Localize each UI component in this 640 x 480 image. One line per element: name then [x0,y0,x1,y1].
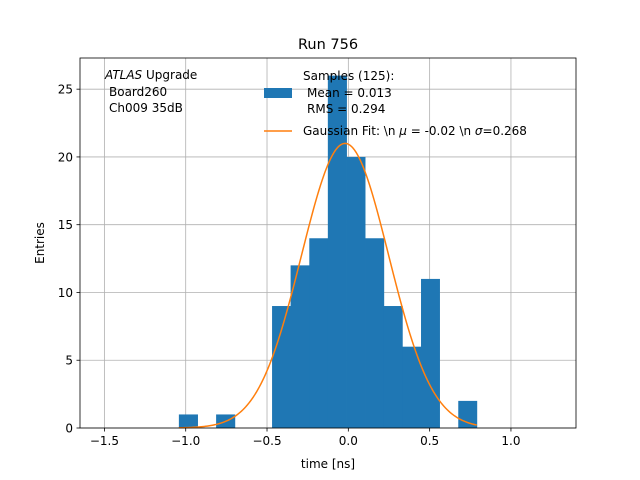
histogram-bar [309,238,329,428]
histogram-bar [365,238,385,428]
plot-frame [79,57,577,429]
y-tick-label: 20 [58,150,73,164]
legend-histogram-swatch [264,88,292,98]
histogram-bar [421,278,440,428]
legend-samples-line-2: Mean = 0.013 [307,86,392,100]
legend-fit-mu-symbol: μ [398,124,407,138]
y-axis-ticks: 0 5 10 15 20 25 [58,83,80,436]
legend-samples-line-3: RMS = 0.294 [307,102,385,116]
y-axis-label: Entries [33,222,47,264]
gaussian-fit-curve [178,142,477,429]
annotation-atlas: ATLAS [104,68,143,82]
x-axis-ticks: −1.5 −1.0 −0.5 0.0 0.5 1.0 [90,428,520,448]
legend-fit-mu-value: = -0.02 \n [407,124,475,138]
annotation-line-2: Board260 [109,85,167,99]
histogram-bar [290,265,310,428]
annotation-line-3: Ch009 35dB [109,101,183,115]
y-tick-label: 5 [65,354,73,368]
x-tick-label: −1.5 [90,434,119,448]
x-tick-label: 0.0 [339,434,358,448]
annotation-line-1: ATLAS Upgrade [104,68,197,82]
histogram-bar [402,346,422,428]
histogram-bar [346,156,366,428]
histogram-bars [178,75,478,428]
histogram-bar [178,414,198,428]
y-tick-label: 0 [65,422,73,436]
legend: Samples (125): Mean = 0.013 RMS = 0.294 … [264,69,527,138]
histogram-bar [383,306,403,428]
x-axis-label: time [ns] [301,457,355,471]
y-tick-label: 10 [58,286,73,300]
x-tick-label: −1.0 [171,434,200,448]
legend-fit-prefix: Gaussian Fit: \n [303,124,399,138]
legend-fit-label: Gaussian Fit: \n μ = -0.02 \n σ=0.268 [303,124,527,138]
y-tick-label: 15 [58,218,73,232]
y-tick-label: 25 [58,83,73,97]
legend-fit-sigma-symbol: σ [475,124,483,138]
chart-title: Run 756 [298,37,358,53]
annotation-upgrade: Upgrade [142,68,197,82]
x-tick-label: −0.5 [252,434,281,448]
legend-samples-line-1: Samples (125): [303,69,394,83]
legend-fit-sigma-value: =0.268 [483,124,527,138]
atlas-annotation: ATLAS Upgrade Board260 Ch009 35dB [104,68,197,115]
x-tick-label: 1.0 [501,434,520,448]
histogram-bar [272,306,291,428]
histogram-bar [327,75,347,428]
x-tick-label: 0.5 [420,434,439,448]
